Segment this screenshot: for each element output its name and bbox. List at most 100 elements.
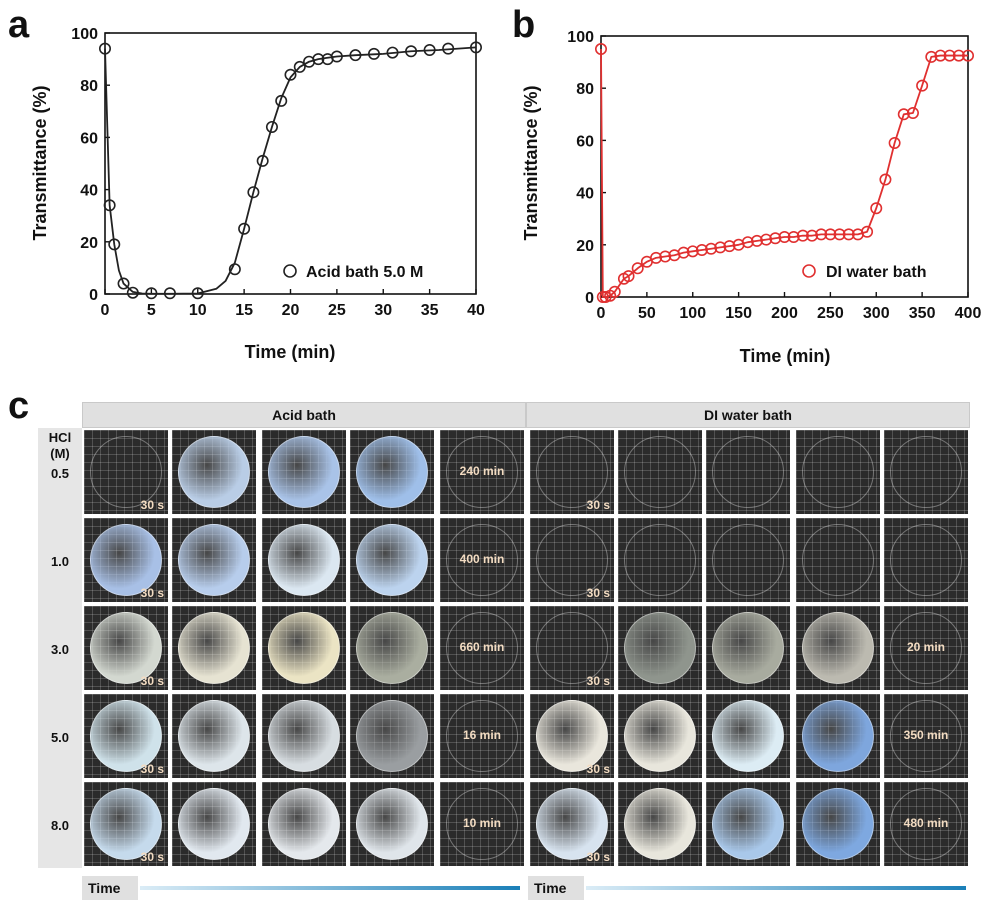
data-point: [695, 244, 708, 257]
x-tick-label: 150: [725, 305, 752, 322]
data-point: [833, 228, 846, 241]
final-time-label: 660 min: [459, 640, 505, 654]
time-arrow-acid: [140, 886, 520, 890]
membrane-disk: [178, 436, 250, 508]
data-point: [796, 229, 809, 242]
data-point: [108, 238, 121, 251]
membrane-disk: [90, 788, 162, 860]
membrane-disk: [90, 436, 162, 508]
data-point: [741, 236, 754, 249]
data-point: [916, 79, 929, 92]
plot-frame: [104, 32, 477, 295]
data-point: [659, 250, 672, 263]
data-point: [778, 230, 791, 243]
membrane-disk: [536, 436, 608, 508]
data-point: [842, 228, 855, 241]
sample-photo: [618, 606, 702, 690]
data-point: [934, 49, 947, 62]
sample-photo: 30 s: [84, 694, 168, 778]
data-point: [622, 270, 635, 283]
membrane-disk: [712, 436, 784, 508]
data-point: [943, 49, 956, 62]
sample-photo: 350 min: [884, 694, 968, 778]
membrane-disk: [890, 436, 962, 508]
membrane-disk: [356, 524, 428, 596]
data-point: [284, 68, 297, 81]
data-point: [925, 50, 938, 63]
sample-photo: 240 min: [440, 430, 524, 514]
sample-photo: [618, 694, 702, 778]
x-tick-label: 10: [189, 302, 207, 319]
final-time-label: 480 min: [903, 816, 949, 830]
start-time-label: 30 s: [140, 498, 164, 512]
membrane-disk: [356, 700, 428, 772]
membrane-disk: [624, 788, 696, 860]
membrane-disk: [536, 788, 608, 860]
data-point: [275, 94, 288, 107]
x-tick-label: 400: [955, 305, 982, 322]
sample-photo: 20 min: [884, 606, 968, 690]
sample-photo: [262, 694, 346, 778]
data-point: [247, 186, 260, 199]
membrane-disk: [624, 700, 696, 772]
y-tick-label: 100: [567, 29, 594, 46]
water-bath-header: DI water bath: [526, 402, 970, 428]
data-point: [631, 262, 644, 275]
membrane-disk: [802, 436, 874, 508]
y-tick-label: 80: [576, 81, 594, 98]
data-point: [330, 50, 343, 63]
sample-photo: [706, 782, 790, 866]
membrane-disk: [890, 612, 962, 684]
y-tick-label: 20: [80, 235, 98, 252]
sample-photo: [172, 606, 256, 690]
sample-photo: [706, 430, 790, 514]
membrane-disk: [712, 788, 784, 860]
x-tick-label: 300: [863, 305, 890, 322]
x-tick-label: 100: [679, 305, 706, 322]
data-point: [312, 53, 325, 66]
data-point: [423, 43, 436, 56]
membrane-disk: [268, 788, 340, 860]
x-tick-label: 30: [374, 302, 392, 319]
membrane-disk: [802, 788, 874, 860]
x-tick-label: 5: [147, 302, 156, 319]
chart-b: 0 50 100 150 200 250 300 350 400 0 20 40 60 80 100 DI …: [521, 29, 982, 366]
data-point: [405, 45, 418, 58]
x-tick-label: 0: [101, 302, 110, 319]
membrane-disk: [268, 612, 340, 684]
concentration-label: 0.5: [50, 466, 70, 481]
data-point: [824, 228, 837, 241]
data-point: [256, 154, 269, 167]
membrane-disk: [624, 436, 696, 508]
membrane-disk: [536, 612, 608, 684]
sample-photo: 480 min: [884, 782, 968, 866]
data-point: [442, 42, 455, 55]
hcl-label: HCl: [48, 430, 72, 445]
membrane-disk: [178, 788, 250, 860]
data-point: [228, 263, 241, 276]
sample-photo: [172, 782, 256, 866]
start-time-label: 30 s: [140, 586, 164, 600]
x-tick-label: 40: [467, 302, 485, 319]
membrane-disk: [536, 524, 608, 596]
data-point: [126, 286, 139, 299]
sample-photo: [262, 606, 346, 690]
data-point: [723, 240, 736, 253]
sample-photo: 30 s: [530, 518, 614, 602]
y-tick-label: 80: [80, 78, 98, 95]
sample-photo: 30 s: [84, 782, 168, 866]
data-point: [595, 43, 608, 56]
sample-photo: [796, 430, 880, 514]
membrane-disk: [356, 788, 428, 860]
membrane-disk: [178, 700, 250, 772]
chart-a: 0 5 10 15 20 25 30 35 40 0 20 40 60 80 100 Acid bath 5…: [30, 26, 485, 362]
y-tick-label: 40: [576, 186, 594, 203]
x-tick-label: 250: [817, 305, 844, 322]
y-tick-label: 60: [80, 130, 98, 147]
sample-photo: 400 min: [440, 518, 524, 602]
data-point: [952, 49, 965, 62]
sample-photo: 30 s: [84, 606, 168, 690]
y-axis-title-b: Transmittance (%): [521, 85, 541, 240]
sample-photo: 30 s: [530, 430, 614, 514]
sample-photo: [350, 606, 434, 690]
